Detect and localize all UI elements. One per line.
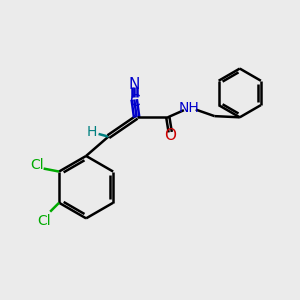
Text: O: O xyxy=(164,128,176,143)
Text: Cl: Cl xyxy=(30,158,43,172)
Text: Cl: Cl xyxy=(37,214,50,228)
Text: C: C xyxy=(129,94,140,109)
Text: NH: NH xyxy=(179,101,200,115)
Text: H: H xyxy=(87,125,97,139)
Text: N: N xyxy=(129,76,140,92)
